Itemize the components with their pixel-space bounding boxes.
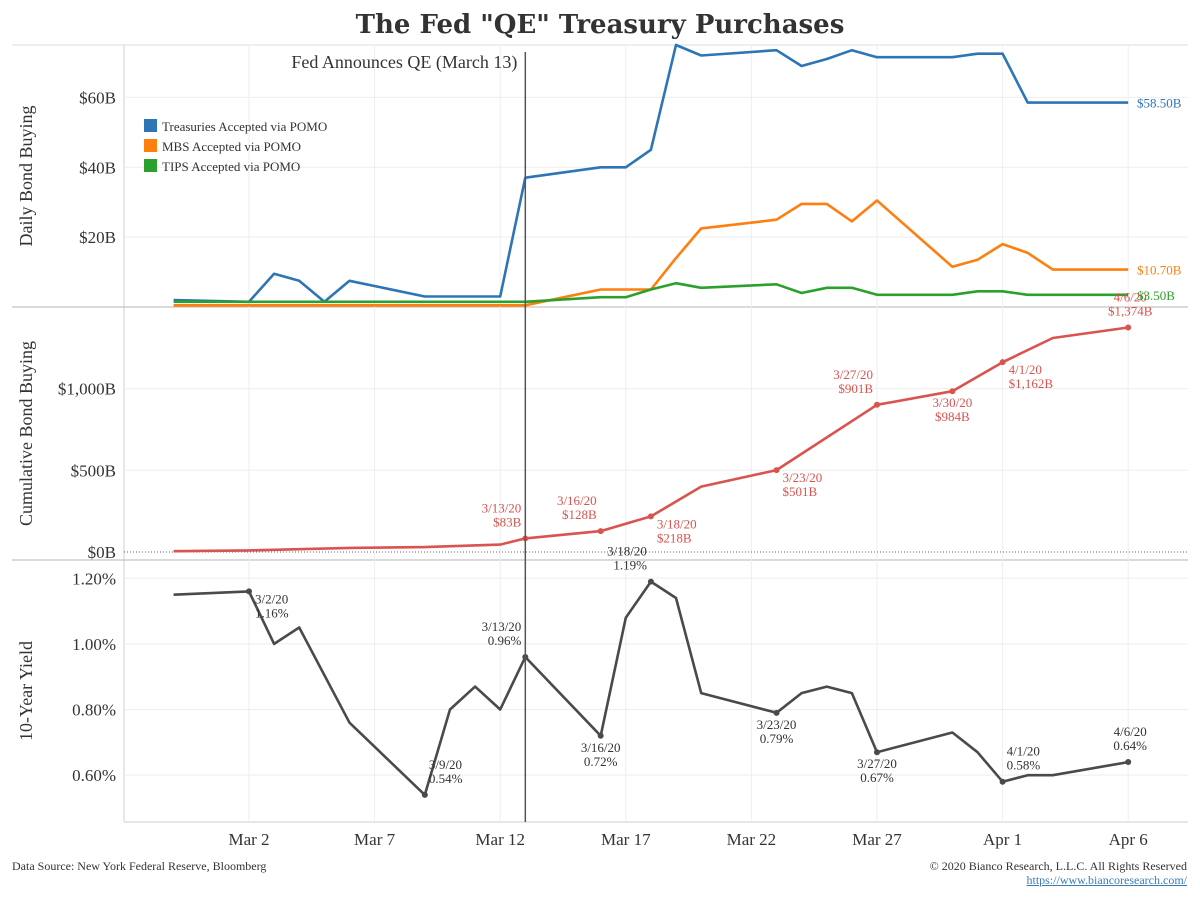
copyright-text: © 2020 Bianco Research, L.L.C. All Right… [929, 859, 1187, 873]
data-point-marker [647, 513, 654, 520]
data-point-marker [773, 709, 780, 716]
annotation-date: 3/18/20 [657, 516, 697, 531]
data-point-marker [874, 749, 880, 756]
data-point-marker [1125, 759, 1132, 766]
annotation-date: 4/1/20 [1009, 362, 1042, 377]
annotation-date: 3/9/20 [429, 757, 462, 772]
y-tick-label: 0.80% [72, 701, 116, 720]
legend-label: MBS Accepted via POMO [162, 139, 301, 154]
annotation-value: 0.96% [488, 633, 522, 648]
footer-credits: © 2020 Bianco Research, L.L.C. All Right… [930, 859, 1187, 887]
end-value-label: $3.50B [1137, 288, 1175, 303]
data-point-marker [949, 388, 956, 395]
annotation-date: 3/27/20 [833, 367, 873, 382]
y-tick-label: $500B [71, 461, 116, 480]
annotation-date: 3/27/20 [857, 756, 897, 771]
data-point-marker [246, 588, 252, 595]
annotation-date: 3/16/20 [557, 493, 597, 508]
end-value-label: $10.70B [1137, 263, 1182, 278]
series-line-yield [173, 580, 1129, 797]
data-point-marker [647, 578, 654, 585]
data-point-marker [597, 528, 604, 535]
y-tick-label: 1.20% [72, 569, 116, 588]
x-tick-label: Mar 22 [727, 830, 777, 849]
y-tick-label: $0B [88, 543, 116, 562]
annotation-value: $1,374B [1108, 304, 1153, 319]
annotation-date: 3/16/20 [581, 740, 621, 755]
annotation-date: 3/23/20 [757, 717, 797, 732]
annotation-value: 0.58% [1007, 758, 1041, 773]
annotation-value: 1.19% [613, 558, 647, 573]
data-source-note: Data Source: New York Federal Reserve, B… [12, 859, 267, 873]
annotation-date: 4/6/20 [1114, 724, 1147, 739]
y-tick-label: $40B [79, 158, 116, 177]
annotation-date: 3/30/20 [932, 395, 972, 410]
data-point-marker [421, 791, 428, 798]
annotation-value: $1,162B [1009, 376, 1054, 391]
annotation-value: $218B [657, 530, 692, 545]
y-axis-title: Daily Bond Buying [16, 105, 36, 246]
y-tick-label: $1,000B [58, 380, 116, 399]
annotation-value: 0.54% [429, 771, 463, 786]
y-axis-title: 10-Year Yield [16, 641, 36, 741]
x-tick-label: Mar 2 [228, 830, 269, 849]
annotation-value: 0.67% [860, 770, 894, 785]
series-line-tips [173, 281, 1129, 304]
series-line-mbs [173, 199, 1129, 307]
data-point-marker [597, 732, 604, 739]
y-tick-label: $60B [79, 88, 116, 107]
legend-label: TIPS Accepted via POMO [162, 159, 300, 174]
data-point-marker [773, 467, 780, 474]
x-tick-label: Mar 7 [354, 830, 396, 849]
annotation-date: 3/18/20 [607, 544, 647, 559]
annotation-date: 3/13/20 [482, 500, 522, 515]
x-tick-label: Apr 6 [1109, 830, 1148, 849]
annotation-value: 0.64% [1113, 738, 1147, 753]
annotation-value: $83B [493, 514, 522, 529]
x-tick-label: Apr 1 [983, 830, 1022, 849]
annotation-value: 0.72% [584, 754, 618, 769]
data-point-marker [999, 359, 1006, 366]
annotation-value: 1.16% [255, 605, 289, 620]
annotation-value: $501B [783, 484, 818, 499]
website-link[interactable]: https://www.biancoresearch.com/ [1026, 873, 1187, 887]
annotation-value: $901B [838, 381, 873, 396]
chart-title: The Fed "QE" Treasury Purchases [355, 10, 845, 40]
legend-swatch [144, 139, 157, 152]
legend-swatch [144, 119, 157, 132]
y-axis-title: Cumulative Bond Buying [16, 341, 36, 526]
annotation-value: $984B [935, 409, 970, 424]
annotation-date: 3/13/20 [482, 619, 522, 634]
x-tick-label: Mar 17 [601, 830, 651, 849]
legend-label: Treasuries Accepted via POMO [162, 119, 327, 134]
data-point-marker [874, 401, 880, 408]
x-tick-label: Mar 27 [852, 830, 902, 849]
annotation-value: 0.79% [760, 731, 794, 746]
x-tick-label: Mar 12 [475, 830, 525, 849]
annotation-date: 3/23/20 [783, 470, 823, 485]
y-tick-label: 0.60% [72, 766, 116, 785]
annotation-date: 4/1/20 [1007, 744, 1040, 759]
data-point-marker [999, 778, 1006, 785]
legend-swatch [144, 159, 157, 172]
data-point-marker [1125, 324, 1132, 331]
y-tick-label: 1.00% [72, 635, 116, 654]
annotation-date: 3/2/20 [255, 591, 288, 606]
annotation-date: 4/6/20 [1114, 290, 1147, 305]
y-tick-label: $20B [79, 228, 116, 247]
end-value-label: $58.50B [1137, 96, 1182, 111]
qe-announcement-label: Fed Announces QE (March 13) [291, 52, 517, 73]
series-line-treasuries [173, 43, 1129, 304]
annotation-value: $128B [562, 507, 597, 522]
